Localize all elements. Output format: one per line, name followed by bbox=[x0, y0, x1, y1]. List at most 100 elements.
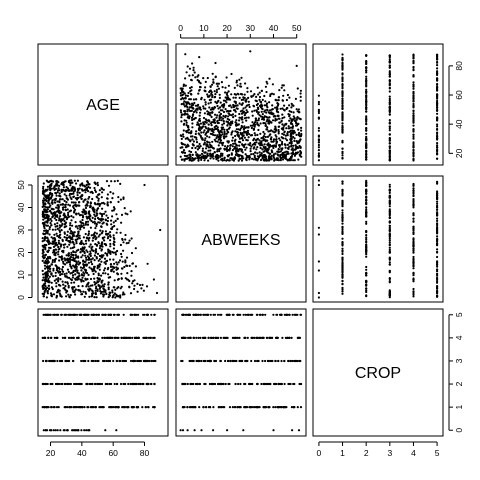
point-abweeks-vs-age bbox=[85, 249, 88, 252]
point-crop-vs-abweeks bbox=[223, 406, 226, 409]
point-abweeks-vs-crop bbox=[412, 262, 415, 265]
point-abweeks-vs-age bbox=[46, 289, 50, 293]
point-abweeks-vs-crop bbox=[436, 261, 439, 265]
point-abweeks-vs-age bbox=[61, 222, 64, 225]
point-age-vs-abweeks bbox=[245, 116, 248, 119]
point-crop-vs-age bbox=[143, 336, 146, 339]
point-age-vs-abweeks bbox=[181, 94, 184, 97]
point-age-vs-abweeks bbox=[244, 82, 247, 85]
point-abweeks-vs-age bbox=[53, 250, 56, 253]
point-abweeks-vs-age bbox=[116, 272, 119, 275]
point-crop-vs-age bbox=[122, 382, 125, 386]
point-abweeks-vs-age bbox=[84, 254, 87, 257]
point-crop-vs-abweeks bbox=[253, 359, 257, 363]
point-crop-vs-abweeks bbox=[292, 382, 295, 386]
point-age-vs-abweeks bbox=[242, 107, 245, 110]
point-abweeks-vs-age bbox=[152, 278, 155, 281]
point-age-vs-crop bbox=[365, 149, 368, 152]
point-age-vs-abweeks bbox=[288, 110, 291, 113]
point-abweeks-vs-age bbox=[95, 256, 98, 259]
point-abweeks-vs-crop bbox=[341, 209, 344, 212]
point-abweeks-vs-age bbox=[45, 179, 49, 182]
point-abweeks-vs-age bbox=[103, 212, 106, 215]
point-crop-vs-abweeks bbox=[253, 406, 256, 409]
point-abweeks-vs-age bbox=[66, 216, 69, 219]
point-age-vs-abweeks bbox=[259, 158, 263, 162]
point-abweeks-vs-age bbox=[138, 283, 142, 287]
point-crop-vs-abweeks bbox=[283, 313, 286, 316]
point-crop-vs-age bbox=[53, 359, 56, 363]
point-age-vs-abweeks bbox=[239, 85, 243, 88]
point-age-vs-abweeks bbox=[286, 131, 289, 134]
point-age-vs-abweeks bbox=[263, 104, 266, 107]
point-age-vs-abweeks bbox=[200, 96, 203, 99]
point-abweeks-vs-age bbox=[92, 207, 95, 210]
point-age-vs-abweeks bbox=[284, 146, 287, 149]
point-crop-vs-abweeks bbox=[287, 359, 290, 363]
point-abweeks-vs-age bbox=[72, 233, 75, 236]
point-age-vs-abweeks bbox=[245, 159, 248, 162]
point-age-vs-abweeks bbox=[272, 138, 275, 141]
point-age-vs-crop bbox=[341, 97, 344, 100]
point-abweeks-vs-age bbox=[122, 197, 125, 200]
point-abweeks-vs-age bbox=[48, 255, 52, 259]
point-crop-vs-age bbox=[94, 359, 97, 363]
point-abweeks-vs-age bbox=[85, 285, 88, 288]
point-abweeks-vs-age bbox=[80, 239, 83, 243]
point-abweeks-vs-age bbox=[47, 199, 50, 202]
point-age-vs-abweeks bbox=[191, 135, 194, 138]
point-crop-vs-age bbox=[88, 382, 91, 386]
point-age-vs-abweeks bbox=[206, 153, 209, 156]
point-age-vs-abweeks bbox=[293, 137, 296, 140]
point-abweeks-vs-age bbox=[91, 293, 94, 296]
point-crop-vs-abweeks bbox=[182, 313, 185, 316]
point-abweeks-vs-age bbox=[118, 259, 122, 262]
point-abweeks-vs-age bbox=[47, 277, 50, 280]
point-abweeks-vs-age bbox=[47, 284, 50, 287]
point-age-vs-abweeks bbox=[188, 150, 191, 153]
panel-frame-abweeks-abweeks bbox=[175, 175, 307, 303]
point-crop-vs-age bbox=[43, 406, 46, 409]
point-abweeks-vs-crop bbox=[341, 182, 344, 185]
point-crop-vs-abweeks bbox=[256, 313, 259, 316]
point-abweeks-vs-age bbox=[87, 273, 90, 276]
point-age-vs-abweeks bbox=[207, 95, 210, 98]
point-age-vs-abweeks bbox=[288, 104, 291, 107]
point-age-vs-abweeks bbox=[246, 104, 249, 107]
point-abweeks-vs-age bbox=[76, 227, 79, 230]
point-crop-vs-age bbox=[42, 429, 45, 432]
point-abweeks-vs-age bbox=[119, 231, 122, 234]
point-crop-vs-abweeks bbox=[191, 359, 195, 363]
point-abweeks-vs-age bbox=[113, 237, 116, 241]
point-abweeks-vs-crop bbox=[436, 223, 439, 226]
point-age-vs-abweeks bbox=[199, 154, 202, 157]
point-abweeks-vs-age bbox=[113, 279, 116, 282]
point-age-vs-abweeks bbox=[195, 98, 198, 101]
point-crop-vs-age bbox=[116, 336, 119, 339]
point-abweeks-vs-age bbox=[117, 196, 120, 199]
point-age-vs-crop bbox=[317, 149, 320, 152]
point-age-vs-crop bbox=[388, 127, 391, 130]
point-abweeks-vs-age bbox=[73, 257, 76, 260]
point-crop-vs-age bbox=[97, 382, 100, 386]
point-age-vs-abweeks bbox=[229, 123, 232, 127]
point-age-vs-abweeks bbox=[203, 98, 206, 101]
point-age-vs-abweeks bbox=[192, 107, 195, 110]
point-age-vs-crop bbox=[341, 72, 344, 75]
point-crop-vs-abweeks bbox=[293, 359, 296, 363]
point-abweeks-vs-age bbox=[112, 258, 115, 261]
point-crop-vs-age bbox=[61, 336, 64, 339]
point-age-vs-crop bbox=[388, 109, 391, 112]
point-age-vs-abweeks bbox=[180, 116, 183, 119]
point-abweeks-vs-age bbox=[72, 195, 75, 199]
point-abweeks-vs-crop bbox=[436, 200, 439, 203]
point-abweeks-vs-age bbox=[46, 239, 49, 243]
point-age-vs-abweeks bbox=[221, 128, 224, 131]
point-age-vs-abweeks bbox=[265, 111, 268, 114]
point-abweeks-vs-crop bbox=[365, 247, 368, 250]
point-crop-vs-age bbox=[103, 336, 106, 339]
point-abweeks-vs-age bbox=[74, 254, 77, 257]
point-age-vs-abweeks bbox=[198, 119, 201, 122]
point-abweeks-vs-age bbox=[82, 290, 85, 293]
point-crop-vs-age bbox=[55, 336, 58, 339]
